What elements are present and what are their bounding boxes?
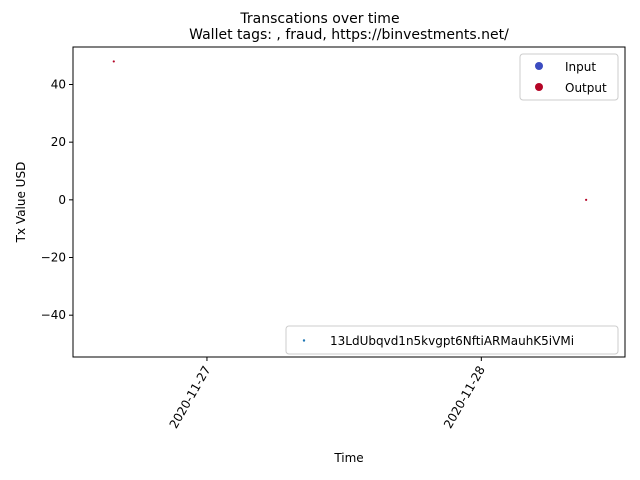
x-axis-ticks: 2020-11-27 2020-11-28 — [167, 357, 488, 431]
legend-wallet: 13LdUbqvd1n5kvgpt6NftiARMauhK5iVMi — [285, 325, 619, 355]
legend-output-marker — [535, 83, 543, 91]
plot-area-frame — [72, 46, 626, 358]
chart-suptitle: Transcations over time — [239, 11, 399, 27]
legend-input-marker — [535, 62, 543, 70]
x-tick-label: 2020-11-27 — [167, 364, 214, 431]
y-tick-label: −40 — [41, 308, 66, 322]
legend-wallet-box — [285, 325, 619, 355]
legend-output-label: Output — [565, 81, 607, 95]
legend-direction-box — [519, 53, 619, 101]
y-axis-label: Tx Value USD — [14, 162, 28, 244]
data-point — [112, 60, 115, 63]
y-axis-ticks: −40 −20 0 20 40 — [41, 77, 73, 322]
chart-title: Wallet tags: , fraud, https://binvestmen… — [189, 27, 509, 43]
y-tick-label: 20 — [51, 135, 66, 149]
x-tick-label: 2020-11-28 — [441, 364, 488, 431]
y-tick-label: 40 — [51, 77, 66, 91]
legend-input-label: Input — [565, 60, 596, 74]
y-tick-label: −20 — [41, 251, 66, 265]
data-points — [112, 60, 588, 201]
legend-direction: Input Output — [519, 53, 619, 101]
y-tick-label: 0 — [58, 193, 66, 207]
legend-wallet-marker — [302, 339, 306, 342]
legend-wallet-label: 13LdUbqvd1n5kvgpt6NftiARMauhK5iVMi — [330, 334, 574, 348]
data-point — [585, 198, 588, 201]
x-axis-label: Time — [333, 451, 363, 465]
